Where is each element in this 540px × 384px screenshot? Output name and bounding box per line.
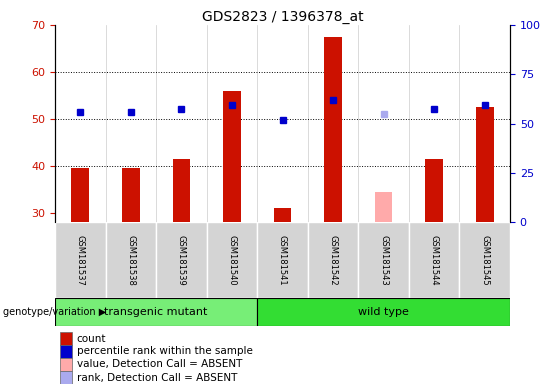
Bar bbox=[324, 37, 342, 222]
Text: GSM181537: GSM181537 bbox=[76, 235, 85, 285]
Bar bbox=[105, 222, 156, 298]
Text: GSM181545: GSM181545 bbox=[480, 235, 489, 285]
Bar bbox=[409, 222, 460, 298]
Text: GSM181542: GSM181542 bbox=[328, 235, 338, 285]
Text: GSM181543: GSM181543 bbox=[379, 235, 388, 285]
Bar bbox=[156, 222, 207, 298]
Bar bbox=[55, 298, 257, 326]
Bar bbox=[308, 222, 359, 298]
Text: count: count bbox=[77, 333, 106, 344]
Text: wild type: wild type bbox=[358, 307, 409, 317]
Text: GSM181544: GSM181544 bbox=[430, 235, 438, 285]
Title: GDS2823 / 1396378_at: GDS2823 / 1396378_at bbox=[201, 10, 363, 24]
Bar bbox=[460, 222, 510, 298]
Text: rank, Detection Call = ABSENT: rank, Detection Call = ABSENT bbox=[77, 372, 237, 382]
Text: percentile rank within the sample: percentile rank within the sample bbox=[77, 346, 253, 356]
Bar bbox=[60, 358, 72, 371]
Text: value, Detection Call = ABSENT: value, Detection Call = ABSENT bbox=[77, 359, 242, 369]
Bar bbox=[207, 222, 257, 298]
Text: transgenic mutant: transgenic mutant bbox=[104, 307, 208, 317]
Bar bbox=[274, 208, 292, 222]
Bar bbox=[60, 345, 72, 358]
Bar bbox=[60, 371, 72, 384]
Bar bbox=[375, 192, 393, 222]
Text: GSM181541: GSM181541 bbox=[278, 235, 287, 285]
Text: GSM181540: GSM181540 bbox=[227, 235, 237, 285]
Text: GSM181539: GSM181539 bbox=[177, 235, 186, 285]
Bar bbox=[426, 159, 443, 222]
Bar bbox=[223, 91, 241, 222]
Bar bbox=[71, 168, 89, 222]
Bar bbox=[122, 168, 140, 222]
Bar bbox=[476, 107, 494, 222]
Text: GSM181538: GSM181538 bbox=[126, 235, 136, 285]
Bar bbox=[359, 222, 409, 298]
Bar bbox=[257, 222, 308, 298]
Bar bbox=[55, 222, 105, 298]
Text: genotype/variation ▶: genotype/variation ▶ bbox=[3, 307, 106, 317]
Bar bbox=[60, 332, 72, 345]
Bar bbox=[257, 298, 510, 326]
Bar bbox=[173, 159, 190, 222]
